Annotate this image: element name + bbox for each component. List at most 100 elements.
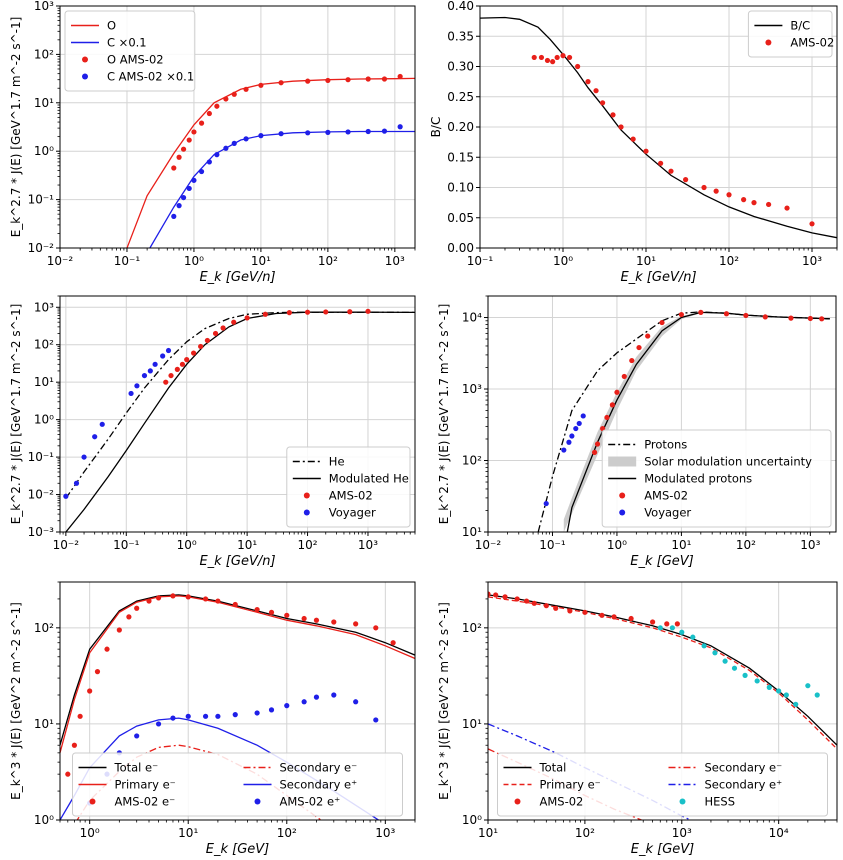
data-point (215, 713, 221, 719)
legend-box (601, 429, 832, 528)
data-point (204, 337, 210, 344)
data-point (223, 145, 229, 151)
legend-label: Secondary e⁺ (705, 778, 783, 792)
legend-marker (89, 798, 96, 805)
chart-panel-5: 10⁰ 10¹ 10² 10³ 10⁰ 10¹ 10² E_k [GeV] E_k^3 * J(… (9, 581, 416, 857)
x-axis-label: E_k [GeV/n] (620, 270, 696, 285)
x-tick-label: 10⁻¹ (539, 538, 566, 552)
data-point (819, 316, 825, 322)
data-point (77, 713, 83, 719)
x-tick-label: 10⁻¹ (114, 254, 141, 268)
legend-label: AMS-02 (540, 795, 584, 809)
legend-label: Modulated protons (644, 472, 752, 486)
data-point (397, 124, 403, 130)
data-point (198, 168, 205, 175)
legend-label: Protons (644, 438, 687, 452)
data-point (81, 454, 87, 460)
x-tick-label: 10² (575, 826, 595, 840)
data-point (141, 372, 148, 379)
legend-marker (82, 56, 88, 63)
data-point (198, 343, 204, 350)
legend-label: Voyager (644, 506, 691, 520)
data-point (305, 130, 311, 136)
data-point (531, 54, 537, 61)
data-point (146, 598, 152, 604)
data-point (807, 315, 813, 322)
data-point (488, 591, 491, 597)
y-tick-label: 10¹ (34, 96, 54, 110)
data-point (202, 596, 209, 602)
data-point (543, 500, 549, 507)
data-point (284, 612, 290, 618)
legend-marker (514, 798, 521, 805)
data-point (397, 73, 403, 80)
data-point (614, 389, 620, 395)
data-point (331, 692, 337, 698)
legend-marker (303, 509, 310, 516)
data-point (573, 425, 579, 432)
data-point (593, 88, 599, 94)
x-tick-label: 10⁻² (47, 254, 74, 268)
x-tick-label: 10² (719, 254, 739, 268)
data-point (550, 59, 556, 65)
data-point (365, 128, 371, 135)
data-point (585, 79, 591, 85)
series-he-line (65, 311, 415, 499)
series-b-c-line (480, 16, 837, 239)
axis-ticks: 10⁻² 10⁻¹ 10⁰ 10¹ 10² 10³ 10¹ 10² 10³ 10⁴ (462, 295, 831, 552)
y-axis-label: E_k^2.7 * J(E) [GeV^1.7 m^-2 s^-1] (437, 304, 451, 525)
axes-frame (479, 5, 838, 249)
data-point (87, 688, 93, 694)
x-tick-label: 10¹ (237, 538, 257, 552)
x-tick-label: 10⁰ (553, 254, 573, 268)
axis-ticks: 10⁻² 10⁻¹ 10⁰ 10¹ 10² 10³ 10⁻² 10⁻¹ 10⁰ 10¹ 10² 10³ (28, 0, 416, 268)
data-point (304, 309, 311, 315)
legend-label: Secondary e⁺ (280, 778, 358, 792)
data-point (784, 205, 790, 211)
data-point (313, 694, 320, 700)
data-point (741, 197, 747, 203)
legend-label: Secondary e⁻ (705, 761, 783, 775)
series-o-ams-02 (171, 73, 403, 171)
data-point (726, 192, 732, 198)
axes-frame (59, 5, 416, 249)
data-point (751, 200, 757, 206)
data-point (232, 601, 238, 608)
legend: Protons Solar modulation uncertainty Modul… (601, 429, 832, 528)
data-point (170, 593, 176, 599)
legend-label: Voyager (329, 506, 376, 520)
legend: He Modulated He AMS-02 Voyager (286, 446, 411, 528)
data-point (180, 146, 187, 152)
data-point (155, 595, 162, 601)
data-point (305, 78, 311, 84)
data-point (191, 129, 197, 135)
data-point (186, 137, 192, 143)
data-point (254, 606, 260, 613)
data-point (323, 309, 329, 315)
data-point (493, 592, 499, 598)
legend: B/C AMS-02 (747, 10, 834, 58)
data-point (65, 771, 71, 777)
series-ams-02 (488, 591, 680, 627)
x-tick-label: 10² (298, 538, 318, 552)
legend-label: O (107, 19, 116, 33)
data-point (345, 77, 351, 83)
x-tick-label: 10⁰ (184, 254, 204, 268)
x-tick-label: 10¹ (178, 826, 198, 840)
data-point (126, 614, 132, 620)
series-hess (657, 625, 820, 707)
legend-label: AMS-02 (790, 36, 834, 50)
data-point (723, 311, 730, 317)
y-tick-label: 10⁻² (28, 488, 55, 502)
y-tick-label: 10⁰ (34, 144, 54, 158)
legend-label: Primary e⁻ (540, 778, 601, 792)
x-tick-label: 10⁰ (607, 538, 627, 552)
x-tick-label: 10⁴ (769, 826, 789, 840)
axes-frame (487, 295, 837, 533)
data-point (701, 184, 707, 191)
x-axis-label: E_k [GeV] (631, 842, 694, 857)
legend-label: AMS-02 e⁻ (115, 795, 176, 809)
legend-box (286, 446, 411, 528)
